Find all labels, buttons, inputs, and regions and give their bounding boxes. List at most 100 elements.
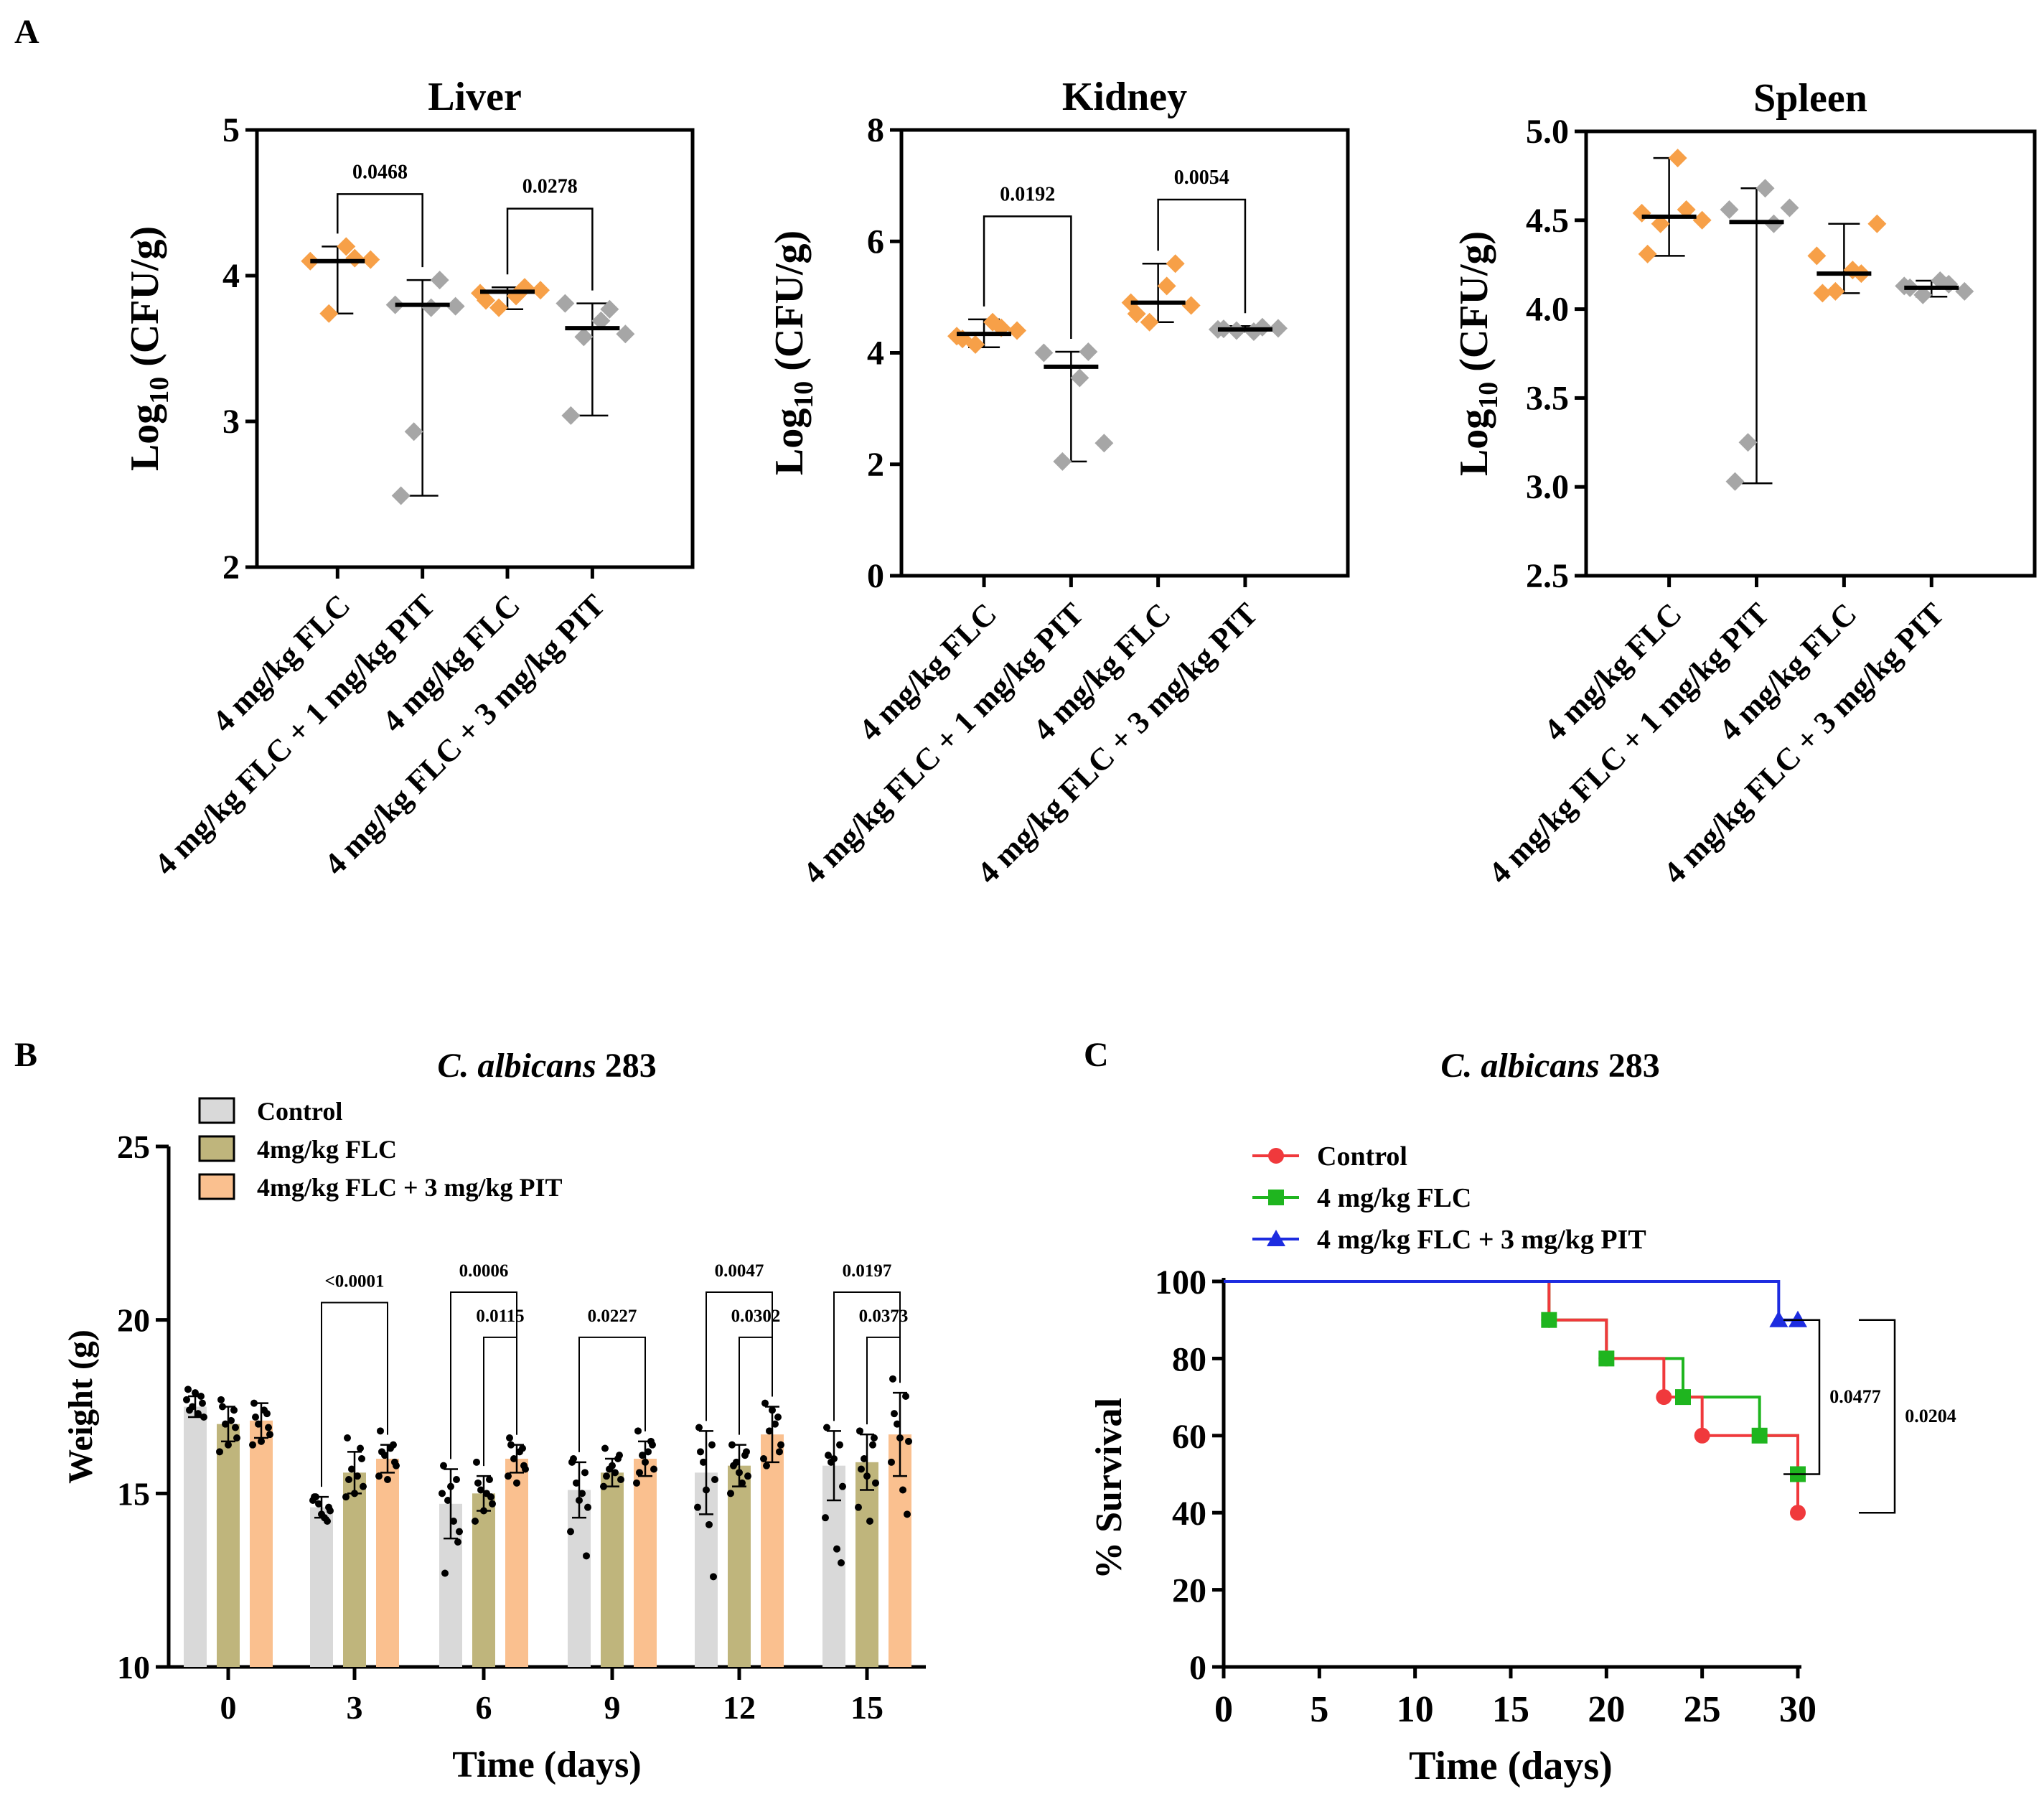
data-dot [822, 1514, 829, 1522]
data-dot [830, 1455, 838, 1462]
chart-title-species: C. albicans [1440, 1047, 1599, 1085]
data-dot [318, 1510, 325, 1518]
legend-marker [1268, 1148, 1284, 1164]
data-dot [761, 1399, 769, 1407]
data-dot [896, 1434, 904, 1441]
data-dot [342, 1493, 350, 1501]
significance-bracket [983, 215, 1072, 339]
survival-marker [1790, 1505, 1806, 1521]
data-point [361, 250, 380, 269]
legend-swatch [198, 1173, 235, 1200]
x-axis-label: Time (days) [452, 1744, 641, 1785]
data-dot [871, 1434, 878, 1441]
p-value-label: 0.0477 [1829, 1386, 1881, 1407]
data-dot [233, 1434, 240, 1441]
data-dot [617, 1476, 624, 1483]
p-value-label: 0.0204 [1905, 1406, 1956, 1426]
bar [634, 1459, 657, 1667]
data-dot [600, 1482, 607, 1490]
data-dot [858, 1465, 865, 1473]
data-point [1140, 312, 1159, 332]
data-dot [516, 1448, 523, 1456]
data-dot [902, 1393, 909, 1400]
y-axis-label-unit: (CFU/g) [123, 226, 167, 377]
data-dot [453, 1476, 460, 1483]
y-tick-label: 2 [867, 446, 884, 484]
y-axis-label: Log10 (CFU/g) [123, 226, 174, 471]
data-point [404, 422, 423, 441]
data-dot [649, 1441, 656, 1449]
x-tick-label: 15 [850, 1689, 883, 1726]
y-tick-label: 100 [1155, 1263, 1206, 1302]
data-dot [578, 1490, 586, 1497]
data-dot [710, 1573, 717, 1581]
data-dot [505, 1472, 512, 1480]
data-point [591, 311, 611, 330]
data-point [1157, 276, 1176, 296]
data-point [1070, 368, 1089, 388]
data-dot [375, 1472, 383, 1480]
data-point [1244, 322, 1263, 342]
data-dot [744, 1472, 751, 1480]
survival-marker [1675, 1389, 1691, 1406]
x-tick-label: 30 [1779, 1689, 1816, 1730]
p-value-label: 0.0047 [715, 1261, 764, 1281]
p-value-label: <0.0001 [325, 1272, 385, 1291]
data-point [1720, 200, 1739, 219]
data-dot [695, 1424, 703, 1431]
data-dot [839, 1482, 846, 1490]
data-point [616, 324, 635, 344]
data-dot [506, 1434, 513, 1441]
data-point [1692, 210, 1712, 230]
y-tick-label: 4 [222, 257, 240, 295]
data-dot [184, 1386, 192, 1393]
y-axis-label-unit: (CFU/g) [767, 230, 812, 381]
data-dot [861, 1455, 868, 1462]
significance-bracket [483, 1336, 517, 1467]
data-point [1079, 342, 1098, 361]
data-point [555, 294, 575, 313]
y-tick-label: 3.5 [1526, 379, 1569, 417]
data-dot [639, 1452, 646, 1459]
bar [376, 1459, 399, 1667]
y-tick-label: 4.5 [1526, 202, 1569, 240]
x-tick-label: 9 [604, 1689, 621, 1726]
y-tick-label: 5.0 [1526, 113, 1569, 151]
data-dot [513, 1479, 520, 1487]
data-dot [391, 1458, 398, 1466]
data-dot [891, 1410, 898, 1418]
y-axis-label-unit: (CFU/g) [1452, 231, 1496, 382]
survival-marker [1656, 1389, 1672, 1406]
bar [505, 1459, 528, 1667]
data-dot [730, 1462, 737, 1469]
y-tick-label: 2.5 [1526, 557, 1569, 595]
data-dot [200, 1414, 207, 1421]
data-dot [705, 1520, 713, 1528]
data-dot [611, 1469, 619, 1477]
y-tick-label: 25 [117, 1129, 150, 1165]
significance-bracket [578, 1336, 646, 1452]
x-tick-label: 6 [476, 1689, 492, 1726]
data-dot [570, 1455, 577, 1462]
data-dot [766, 1427, 773, 1435]
data-dot [487, 1493, 494, 1501]
data-dot [743, 1448, 750, 1456]
legend-label: 4 mg/kg FLC [1317, 1183, 1471, 1213]
y-axis-label-log: Log [767, 408, 812, 475]
data-point [1127, 304, 1146, 324]
data-dot [192, 1389, 199, 1397]
data-point [1268, 319, 1288, 338]
significance-bracket [739, 1336, 773, 1435]
data-dot [584, 1503, 591, 1511]
data-dot [348, 1465, 355, 1473]
data-dot [634, 1427, 642, 1435]
data-point [983, 312, 1003, 332]
data-dot [486, 1476, 493, 1483]
p-value-label: 0.0227 [588, 1307, 637, 1326]
data-dot [576, 1497, 583, 1504]
y-tick-label: 8 [867, 111, 884, 149]
data-dot [636, 1469, 643, 1477]
data-dot [472, 1518, 479, 1525]
x-tick-label: 15 [1492, 1689, 1529, 1730]
x-tick-label: 12 [723, 1689, 756, 1726]
